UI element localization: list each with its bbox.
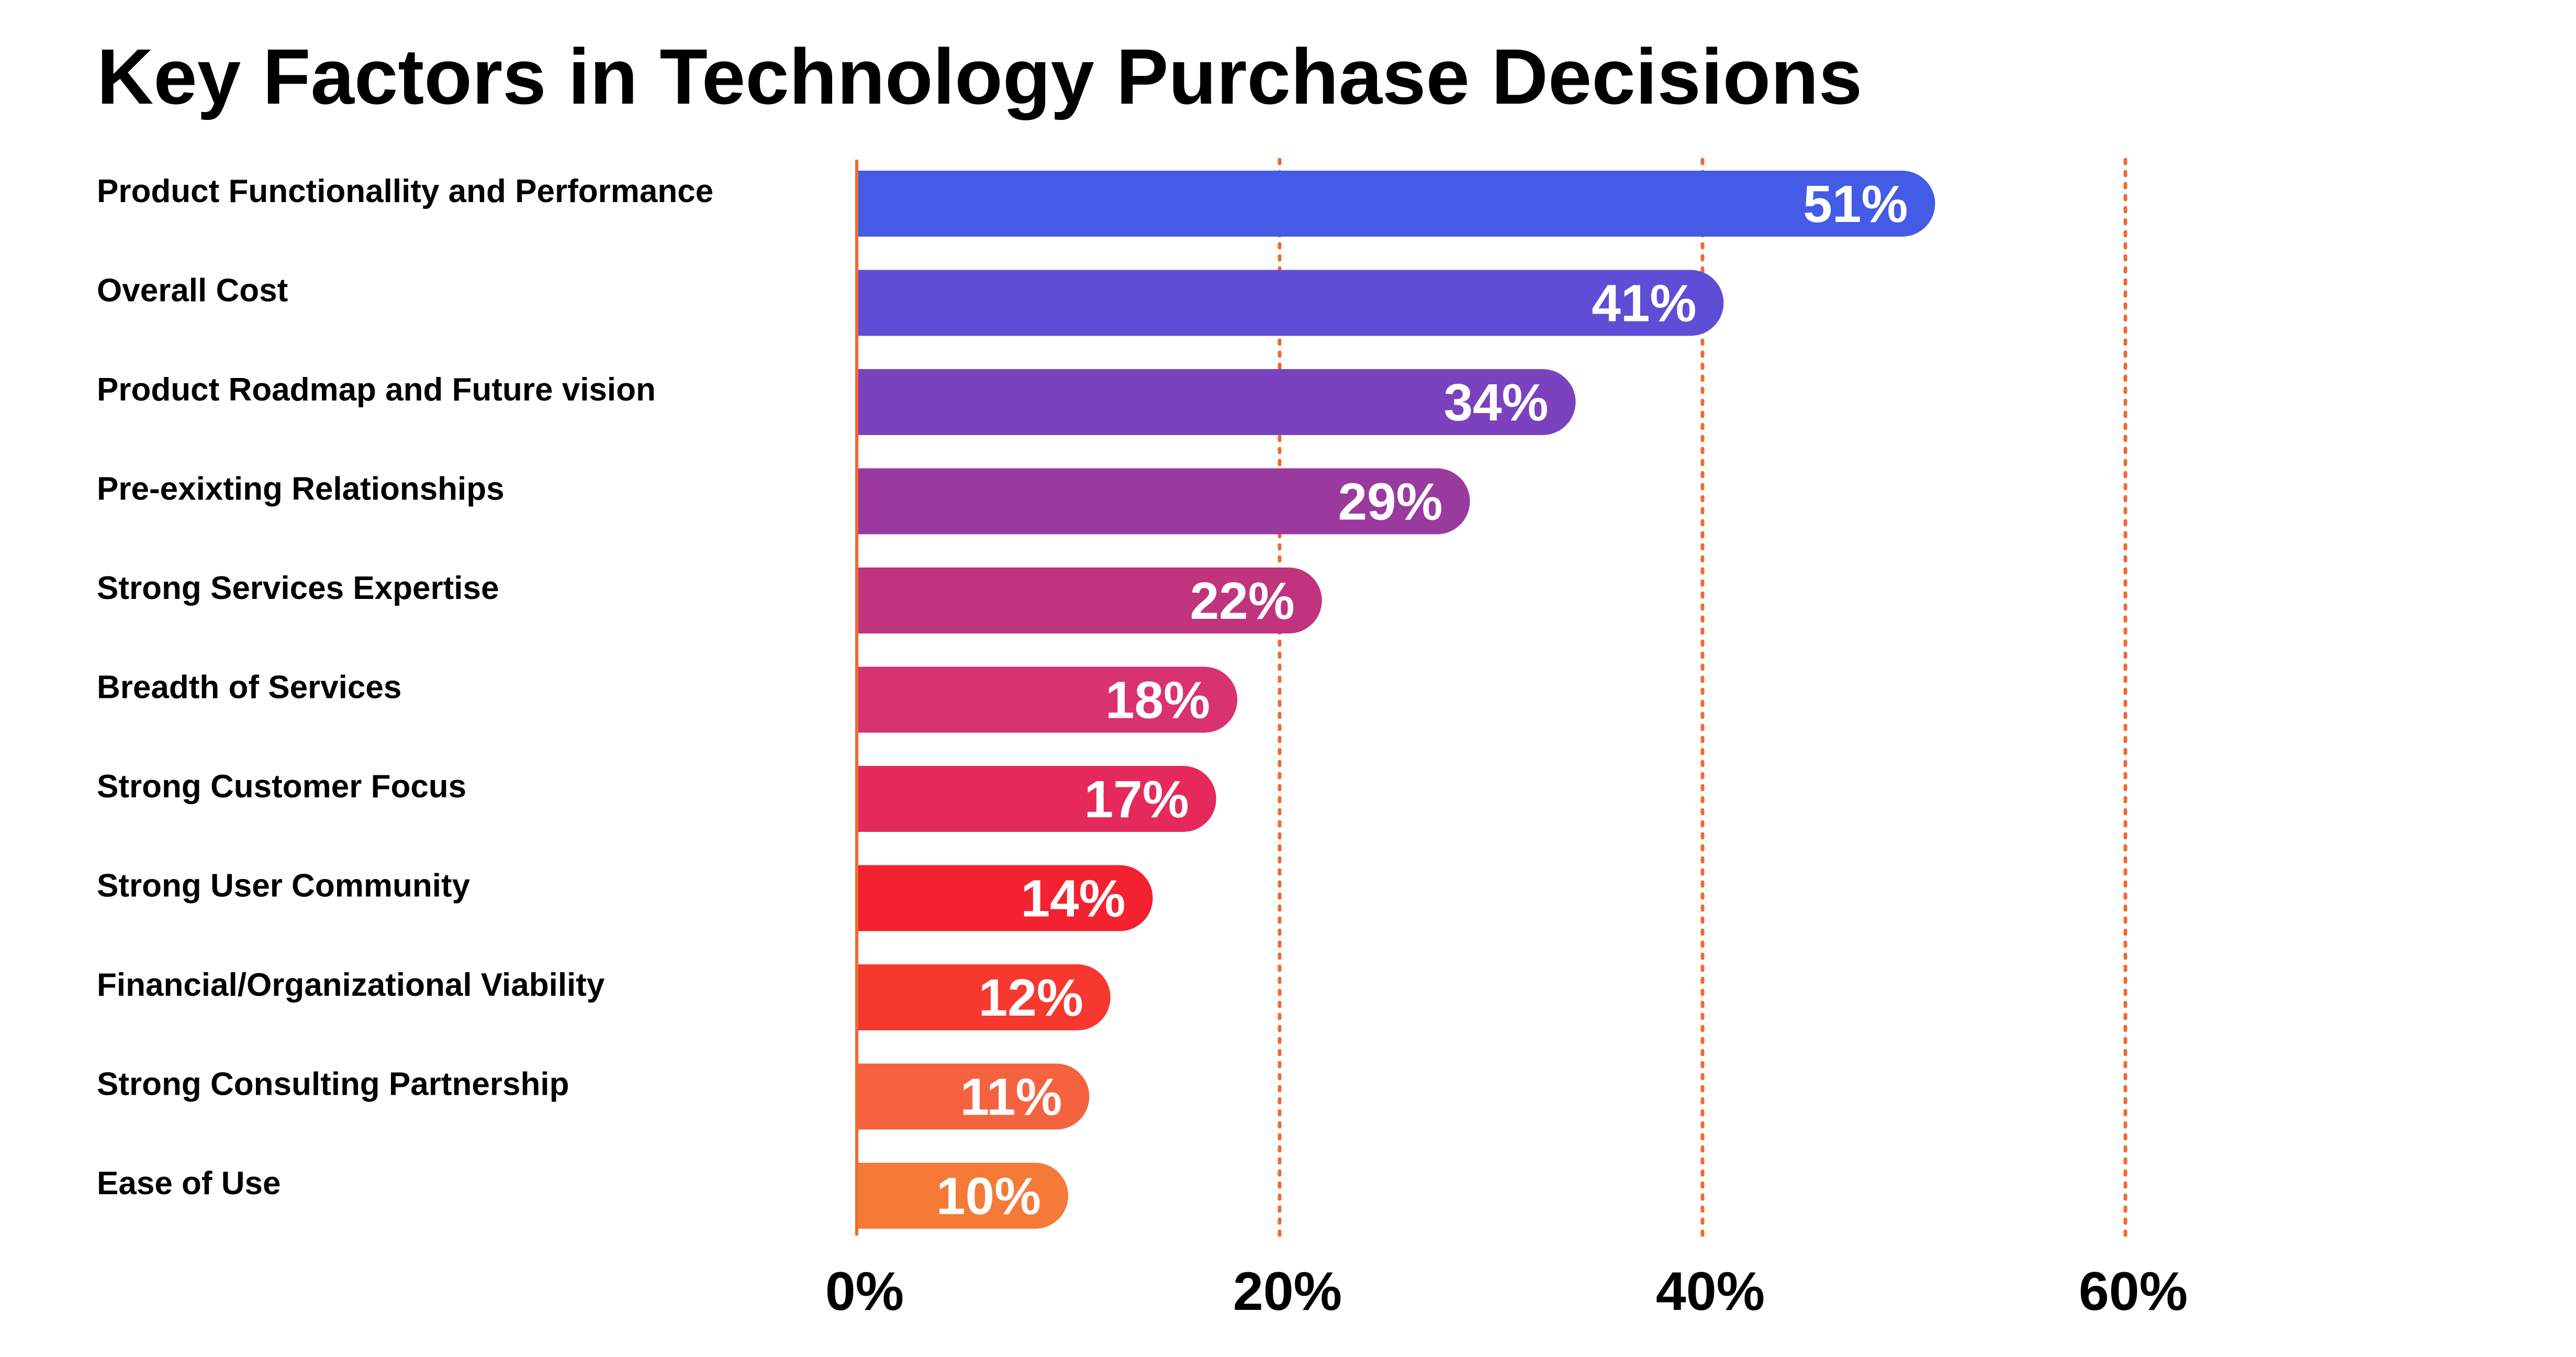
grid-lines bbox=[1278, 158, 2127, 1238]
bar-11 bbox=[857, 1163, 1068, 1229]
bar-3 bbox=[857, 369, 1576, 435]
bar-7 bbox=[857, 766, 1216, 832]
x-tick-label: 0% bbox=[825, 1261, 904, 1322]
bar-value-label: 29% bbox=[1338, 473, 1442, 531]
category-label: Overall Cost bbox=[97, 273, 288, 309]
category-label: Financial/Organizational Viability bbox=[97, 967, 605, 1003]
bar-value-label: 14% bbox=[1021, 870, 1125, 928]
category-label: Strong User Community bbox=[97, 868, 471, 904]
category-label: Ease of Use bbox=[97, 1165, 281, 1202]
x-axis-tick-labels: 0% 20% 40% 60% bbox=[825, 1261, 2188, 1322]
category-label: Product Functionallity and Performance bbox=[97, 173, 713, 209]
bar-value-label: 22% bbox=[1190, 572, 1295, 630]
bar-2 bbox=[857, 270, 1724, 336]
category-label: Strong Consulting Partnership bbox=[97, 1066, 569, 1103]
bar-value-label: 34% bbox=[1443, 373, 1548, 432]
category-labels: Product Functionallity and Performance Ov… bbox=[97, 173, 713, 1202]
bar-value-label: 12% bbox=[979, 969, 1083, 1027]
category-label: Product Roadmap and Future vision bbox=[97, 372, 656, 408]
bar-10 bbox=[857, 1063, 1090, 1130]
chart-title: Key Factors in Technology Purchase Decis… bbox=[97, 32, 1862, 120]
bar-1 bbox=[857, 171, 1935, 237]
bar-value-label: 11% bbox=[960, 1068, 1062, 1127]
bars: 51% 41% 34%29% 22% 18% 17% 14% 12% 11% 10% bbox=[857, 171, 1935, 1229]
bar-value-label: 18% bbox=[1105, 671, 1210, 730]
bar-value-label: 51% bbox=[1803, 175, 1908, 233]
bar-6 bbox=[857, 666, 1238, 733]
x-tick-label: 20% bbox=[1233, 1261, 1342, 1322]
x-tick-label: 60% bbox=[2079, 1261, 2188, 1322]
category-label: Breadth of Services bbox=[97, 670, 401, 706]
bar-4 bbox=[857, 468, 1470, 535]
category-label: Pre-exixting Relationships bbox=[97, 471, 505, 507]
bar-8 bbox=[857, 865, 1153, 931]
bar-9 bbox=[857, 964, 1111, 1030]
bar-value-label: 41% bbox=[1592, 274, 1696, 333]
bar-value-label: 10% bbox=[936, 1167, 1041, 1226]
category-label: Strong Services Expertise bbox=[97, 570, 499, 606]
bar-5 bbox=[857, 568, 1322, 633]
category-label: Strong Customer Focus bbox=[97, 769, 466, 805]
bar-value-label: 17% bbox=[1084, 770, 1189, 829]
x-tick-label: 40% bbox=[1656, 1261, 1765, 1322]
